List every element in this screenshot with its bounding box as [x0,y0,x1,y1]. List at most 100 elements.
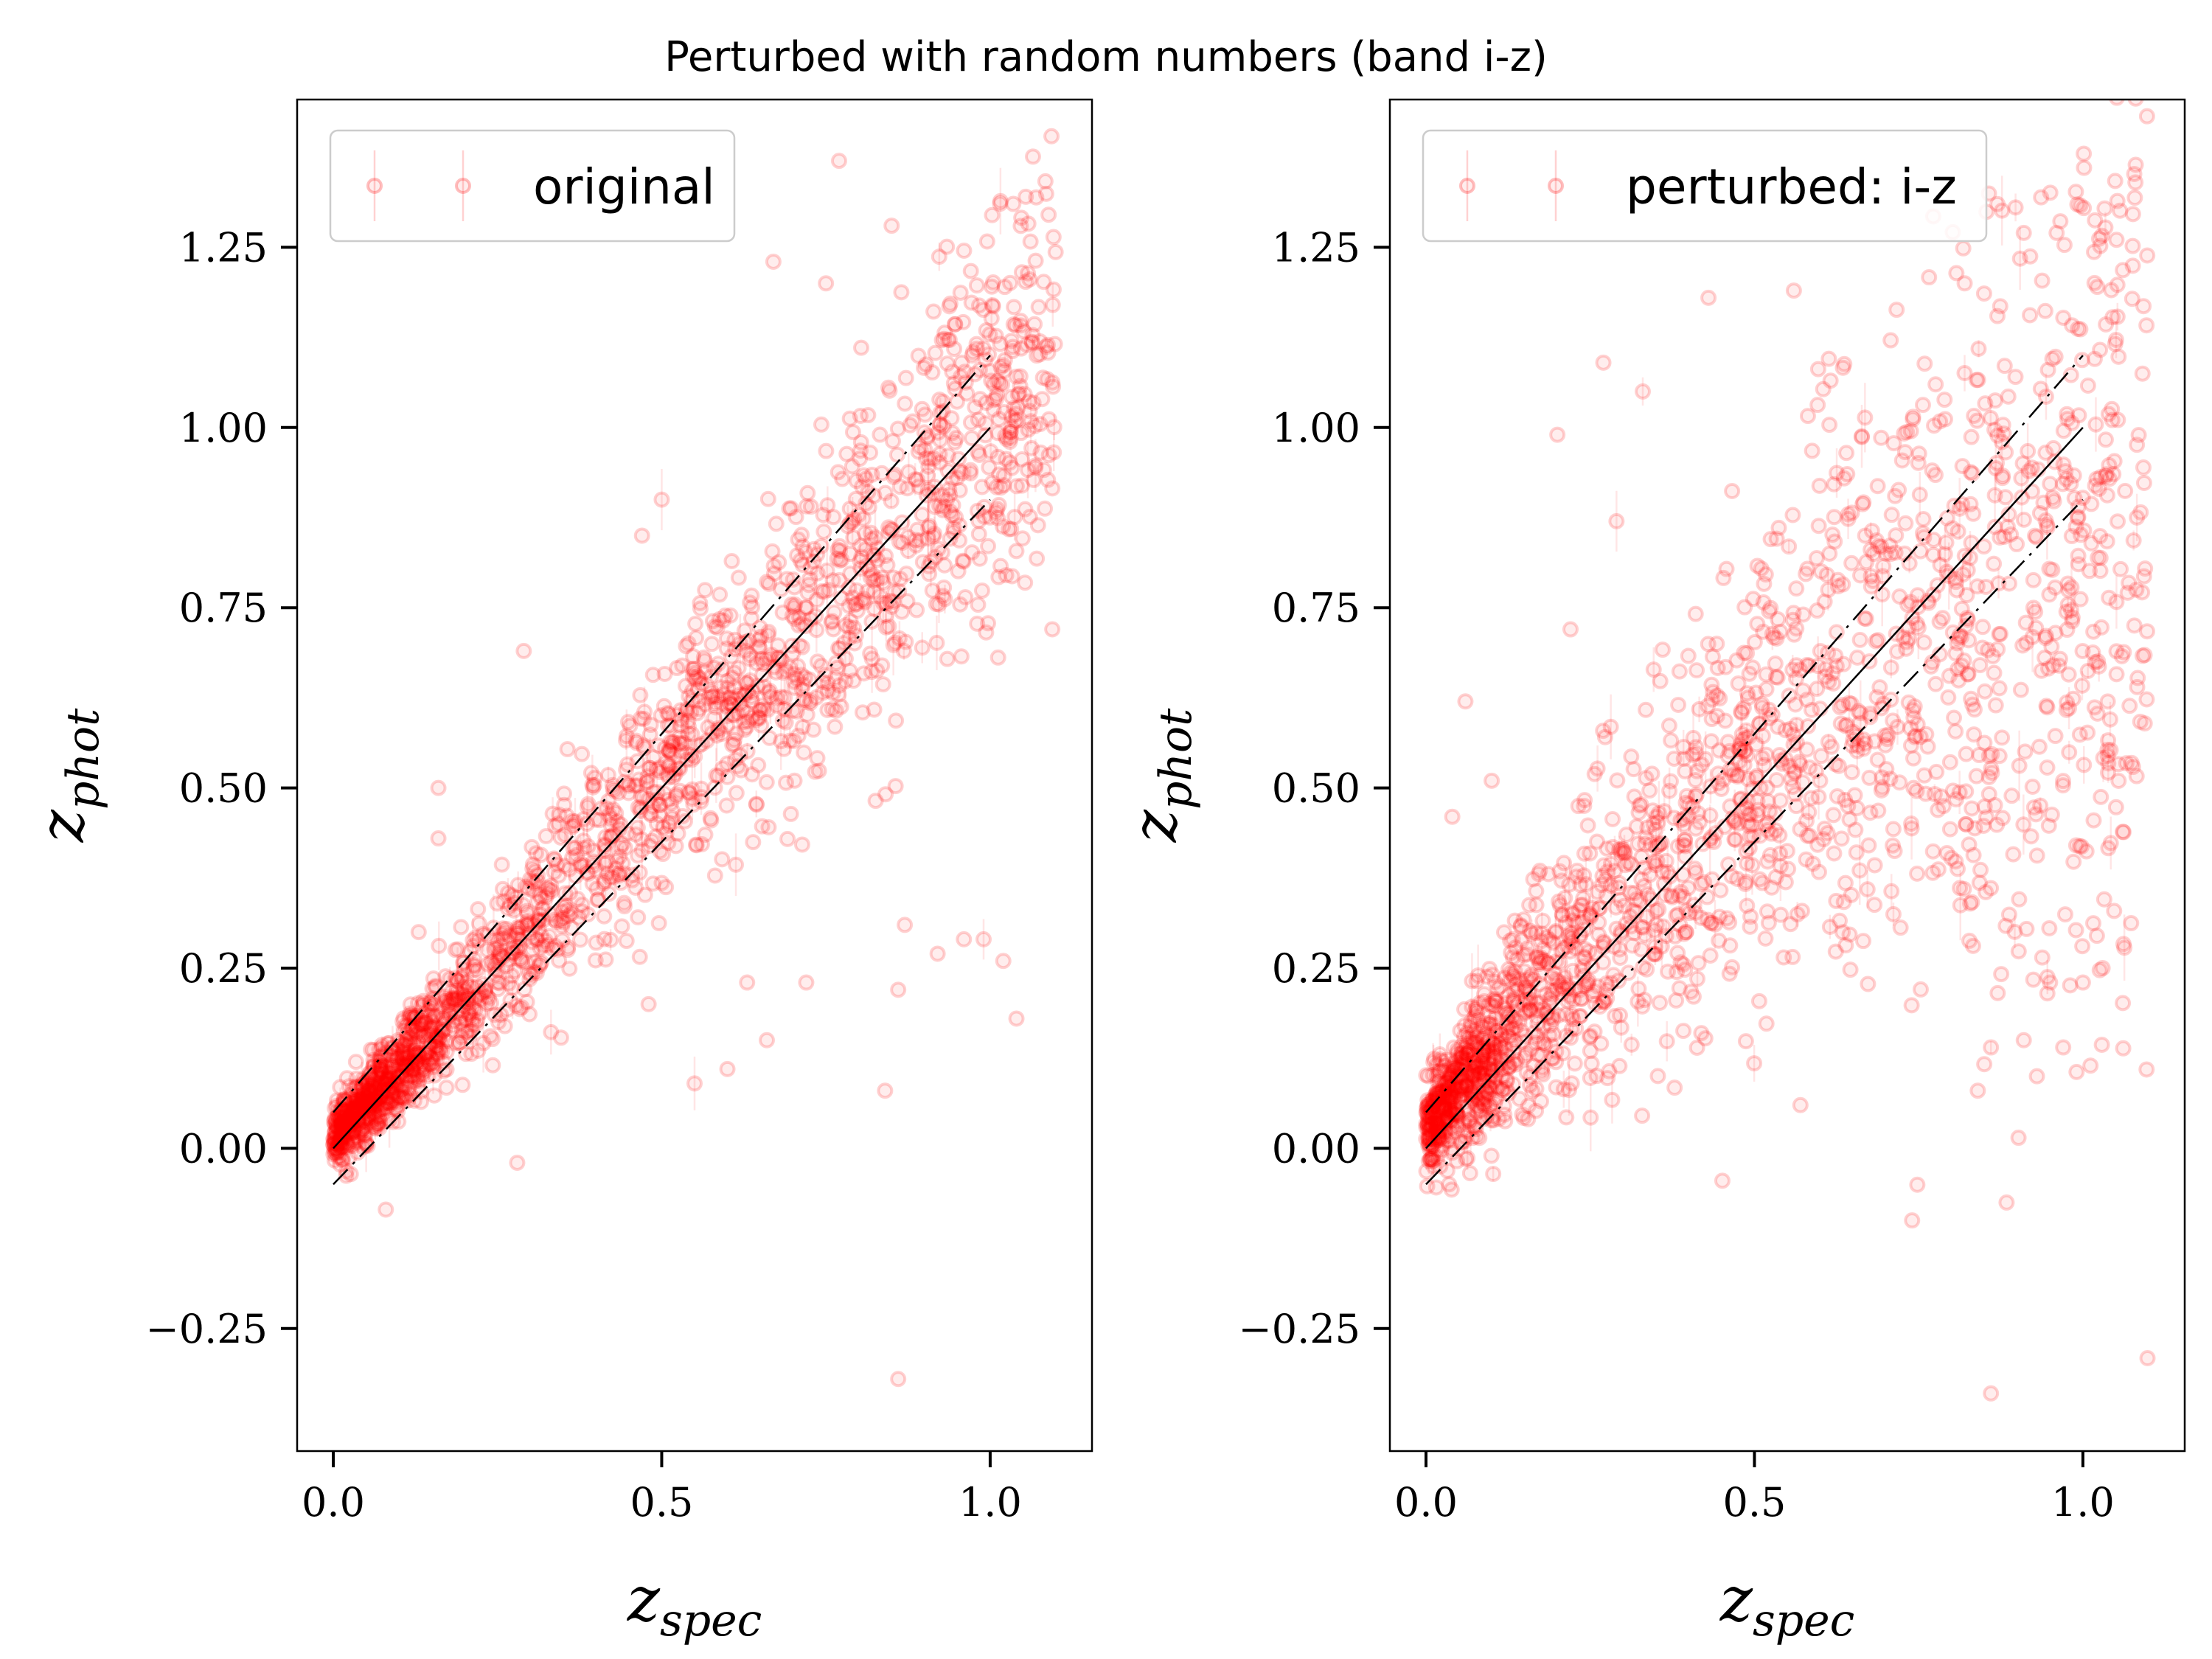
x-axis-label-main: z [627,1563,661,1635]
point-marker [399,1056,416,1073]
data-point [1008,543,1025,560]
data-point [410,924,427,941]
point-marker [777,714,794,731]
data-point [2007,193,2024,222]
data-point [908,471,925,488]
point-marker [360,1097,377,1114]
point-marker [782,500,799,517]
point-marker [818,562,835,579]
point-marker [325,1136,342,1153]
point-marker [817,667,834,684]
point-marker [1046,444,1062,461]
data-point [627,879,644,896]
point-marker [815,507,832,524]
point-marker [576,840,593,857]
point-marker [518,954,535,971]
point-marker [860,498,877,515]
point-marker [331,1111,348,1128]
point-marker [434,1023,451,1040]
point-marker [366,1073,383,1090]
data-point [874,569,891,586]
point-marker [373,1069,390,1086]
point-marker [996,279,1013,296]
point-marker [692,595,709,612]
data-point [651,796,668,813]
point-marker [1658,1033,1675,1050]
point-marker [773,581,790,598]
data-point [1002,403,1019,473]
data-point [1027,439,1044,493]
data-point [978,233,995,250]
point-marker [1028,189,1045,206]
data-point [460,1005,477,1022]
data-point [1566,1055,1583,1072]
data-point [552,1029,569,1046]
point-marker [1866,897,1883,914]
point-marker [667,788,684,805]
data-point [524,941,541,958]
point-marker [939,238,956,255]
point-marker [975,302,992,319]
data-point [1001,274,1018,291]
data-point [824,700,841,717]
point-marker [844,458,860,475]
data-point [382,1047,399,1064]
point-marker [413,1021,430,1038]
point-marker [1008,543,1025,560]
data-point [384,1084,401,1101]
data-point [744,599,761,616]
data-point [990,425,1006,442]
data-point [891,479,908,495]
data-point [1892,919,1909,936]
data-point [1034,369,1051,386]
point-marker [645,749,662,766]
point-marker [759,1032,775,1048]
data-point [931,497,948,514]
point-marker [786,772,803,789]
point-marker [424,997,441,1014]
point-marker [962,465,979,481]
point-marker [934,393,951,410]
point-marker [678,638,695,655]
point-marker [962,262,979,279]
x-tick-label: 1.0 [959,1479,1022,1526]
data-point [585,779,602,796]
data-point [809,750,826,767]
y-axis-label-sub: phot [58,708,109,810]
data-point [665,768,682,785]
point-marker [560,939,577,956]
data-point [667,748,684,790]
data-point [1855,933,1872,950]
data-point [378,1201,394,1218]
data-point [728,785,745,801]
point-marker [468,961,485,978]
point-marker [659,705,676,722]
point-marker [946,434,963,451]
data-point [927,344,944,361]
point-marker [855,467,872,484]
point-marker [888,712,905,729]
data-point [962,262,979,279]
point-marker [777,662,794,679]
data-point [546,852,563,869]
point-marker [526,863,543,880]
point-marker [653,874,670,891]
data-point [984,274,1001,291]
point-marker [532,889,549,906]
point-marker [1009,399,1026,416]
data-point [942,295,959,312]
data-point [1035,274,1052,291]
data-point [738,718,755,735]
data-point [786,772,803,789]
data-point [867,793,884,810]
data-point [1028,189,1045,206]
data-point [653,874,670,891]
point-marker [931,445,948,462]
data-point [686,1056,703,1110]
data-point [855,665,872,682]
point-marker [636,703,653,720]
point-marker [382,1047,399,1064]
point-marker [813,416,830,433]
point-marker [2017,743,2034,760]
data-point [826,604,843,621]
